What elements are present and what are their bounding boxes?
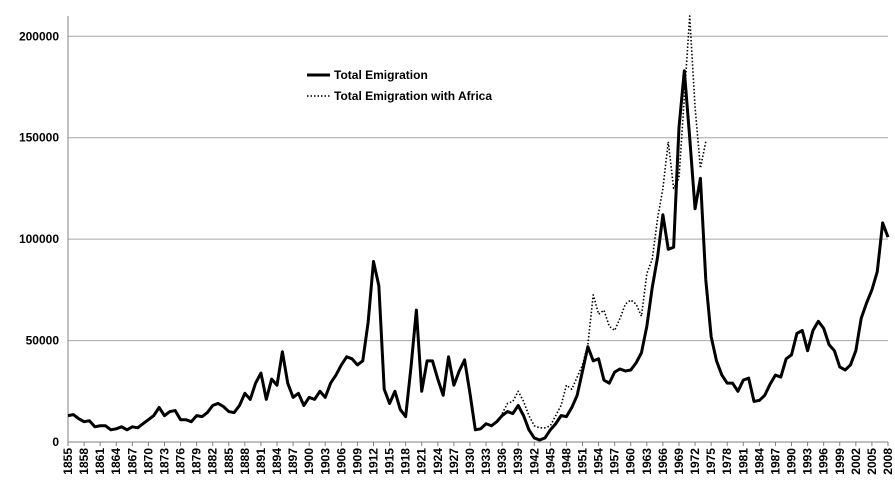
y-tick-label: 150000: [19, 131, 59, 145]
x-tick-label: 1909: [350, 448, 364, 475]
x-tick-label: 2005: [865, 448, 879, 475]
x-tick-label: 1885: [222, 448, 236, 475]
x-tick-label: 1930: [463, 448, 477, 475]
y-tick-label: 50000: [26, 334, 60, 348]
x-tick-label: 1999: [833, 448, 847, 475]
x-tick-label: 1864: [109, 448, 123, 475]
x-tick-label: 1921: [415, 448, 429, 475]
y-gridlines: [68, 35, 888, 342]
x-tick-label: 1972: [688, 448, 702, 475]
x-tick-label: 1888: [238, 448, 252, 475]
y-tick-label: 200000: [19, 29, 59, 43]
x-tick-label: 1960: [624, 448, 638, 475]
x-tick-label: 1894: [270, 448, 284, 475]
x-tick-label: 1879: [190, 448, 204, 475]
x-tick-label: 1978: [720, 448, 734, 475]
x-tick-label: 2002: [849, 448, 863, 475]
y-tick-labels: 0 50000 100000 150000 200000: [19, 29, 59, 449]
x-tick-label: 1945: [543, 448, 557, 475]
legend-label-total-emigration: Total Emigration: [334, 68, 428, 82]
x-tick-label: 1897: [286, 448, 300, 475]
x-tick-label: 1861: [93, 448, 107, 475]
x-tick-label: 1927: [447, 448, 461, 475]
x-tick-label: 1918: [399, 448, 413, 475]
x-tick-label: 1969: [672, 448, 686, 475]
x-tick-label: 1954: [592, 448, 606, 475]
x-tick-label: 1933: [479, 448, 493, 475]
x-tick-label: 1915: [383, 448, 397, 475]
x-tick-label: 1981: [736, 448, 750, 475]
x-tick-label: 1870: [141, 448, 155, 475]
x-tick-label: 1873: [157, 448, 171, 475]
x-tick-label: 1855: [61, 448, 75, 475]
x-tick-label: 1882: [206, 448, 220, 475]
x-tick-label: 2008: [881, 448, 895, 475]
x-tick-label: 1858: [77, 448, 91, 475]
x-tick-label: 1939: [511, 448, 525, 475]
x-tick-label: 1990: [785, 448, 799, 475]
series-line-total-emigration: [67, 69, 890, 442]
x-tick-label: 1987: [768, 448, 782, 475]
x-tick-label: 1993: [801, 448, 815, 475]
x-tick-label: 1996: [817, 448, 831, 475]
x-tick-label: 1966: [656, 448, 670, 475]
x-tick-label: 1975: [704, 448, 718, 475]
legend-label-total-emigration-africa: Total Emigration with Africa: [334, 89, 492, 103]
x-tick-label: 1891: [254, 448, 268, 475]
x-tick-label: 1957: [608, 448, 622, 475]
x-tick-label: 1876: [174, 448, 188, 475]
x-tick-label: 1924: [431, 448, 445, 475]
y-tick-label: 0: [52, 435, 59, 449]
x-tick-label: 1948: [559, 448, 573, 475]
x-tick-labels: 1855 1858 1861 1864 1867 1870 1873 1876 1879 1882…: [61, 442, 895, 475]
x-tick-label: 1942: [527, 448, 541, 475]
series-lines: [67, 15, 890, 442]
x-tick-label: 1912: [366, 448, 380, 475]
legend: Total Emigration Total Emigration with A…: [307, 68, 492, 103]
x-tick-label: 1906: [334, 448, 348, 475]
x-tick-label: 1963: [640, 448, 654, 475]
x-tick-label: 1951: [576, 448, 590, 475]
x-tick-label: 1900: [302, 448, 316, 475]
x-tick-label: 1903: [318, 448, 332, 475]
x-tick-label: 1936: [495, 448, 509, 475]
y-tick-label: 100000: [19, 232, 59, 246]
x-tick-label: 1867: [125, 448, 139, 475]
x-tick-label: 1984: [752, 448, 766, 475]
